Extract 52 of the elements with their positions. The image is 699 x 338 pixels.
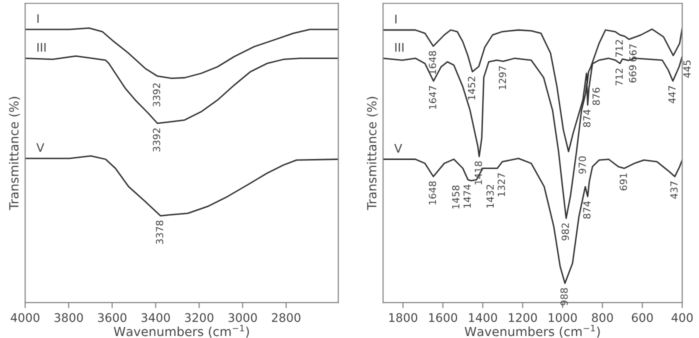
annotation: 982 — [562, 223, 569, 240]
x-tick-label: 400 — [672, 313, 693, 322]
series-label: I — [37, 14, 39, 23]
annotation: 1432 — [486, 184, 494, 208]
annotation: 988 — [560, 288, 568, 306]
x-tick-label: 3800 — [54, 313, 83, 322]
series-label: I — [395, 14, 396, 24]
x-tick-label: 3400 — [142, 313, 170, 322]
x-tick-label: 1200 — [508, 313, 537, 322]
y-axis-title: Transmittance (%) — [366, 96, 378, 210]
annotation: 1647 — [428, 86, 436, 109]
y-axis-title: Transmittance (%) — [8, 96, 20, 210]
annotation: 445 — [683, 60, 691, 78]
x-tick-label: 1800 — [389, 313, 418, 322]
annotation: 712 — [615, 40, 623, 57]
annotation: 3392 — [152, 83, 160, 106]
series-label: V — [394, 144, 402, 153]
x-tick-label: 3200 — [185, 313, 214, 322]
annotation: 1474 — [464, 184, 471, 208]
annotation: 1452 — [468, 76, 476, 100]
annotation: 970 — [578, 156, 586, 174]
annotation: 691 — [620, 173, 628, 190]
annotation: 874 — [583, 110, 591, 127]
annotation: 1458 — [452, 185, 460, 209]
annotation: 712 — [615, 68, 623, 86]
annotation: 874 — [583, 201, 591, 219]
x-tick-label: 1600 — [429, 313, 458, 322]
annotation: 3392 — [152, 128, 160, 152]
annotation: 669 — [628, 65, 636, 83]
annotation: 1648 — [428, 51, 436, 74]
annotation: 3378 — [156, 220, 164, 244]
x-axis-title: Wavenumbers (cm$^{−1}$) — [464, 324, 600, 338]
x-tick-label: 3600 — [98, 313, 126, 322]
annotation: 1327 — [498, 173, 506, 196]
x-tick-label: 1000 — [548, 313, 577, 322]
x-tick-label: 600 — [632, 313, 653, 322]
annotation: 1297 — [498, 66, 506, 90]
x-tick-label: 3000 — [228, 313, 257, 322]
annotation: 667 — [629, 44, 637, 62]
x-tick-label: 1400 — [469, 313, 498, 322]
annotation: 437 — [670, 182, 678, 199]
x-tick-label: 2800 — [272, 313, 300, 322]
annotation: 1418 — [474, 161, 482, 184]
series-label: III — [395, 43, 404, 52]
x-axis-title: Wavenumbers (cm$^{−1}$) — [114, 324, 249, 338]
x-tick-label: 4000 — [10, 313, 40, 322]
annotation: 876 — [592, 88, 600, 106]
series-label: V — [36, 143, 44, 152]
x-tick-label: 800 — [592, 313, 613, 322]
series-label: III — [37, 43, 46, 52]
annotation: 1648 — [428, 181, 436, 204]
annotation: 447 — [668, 86, 676, 104]
